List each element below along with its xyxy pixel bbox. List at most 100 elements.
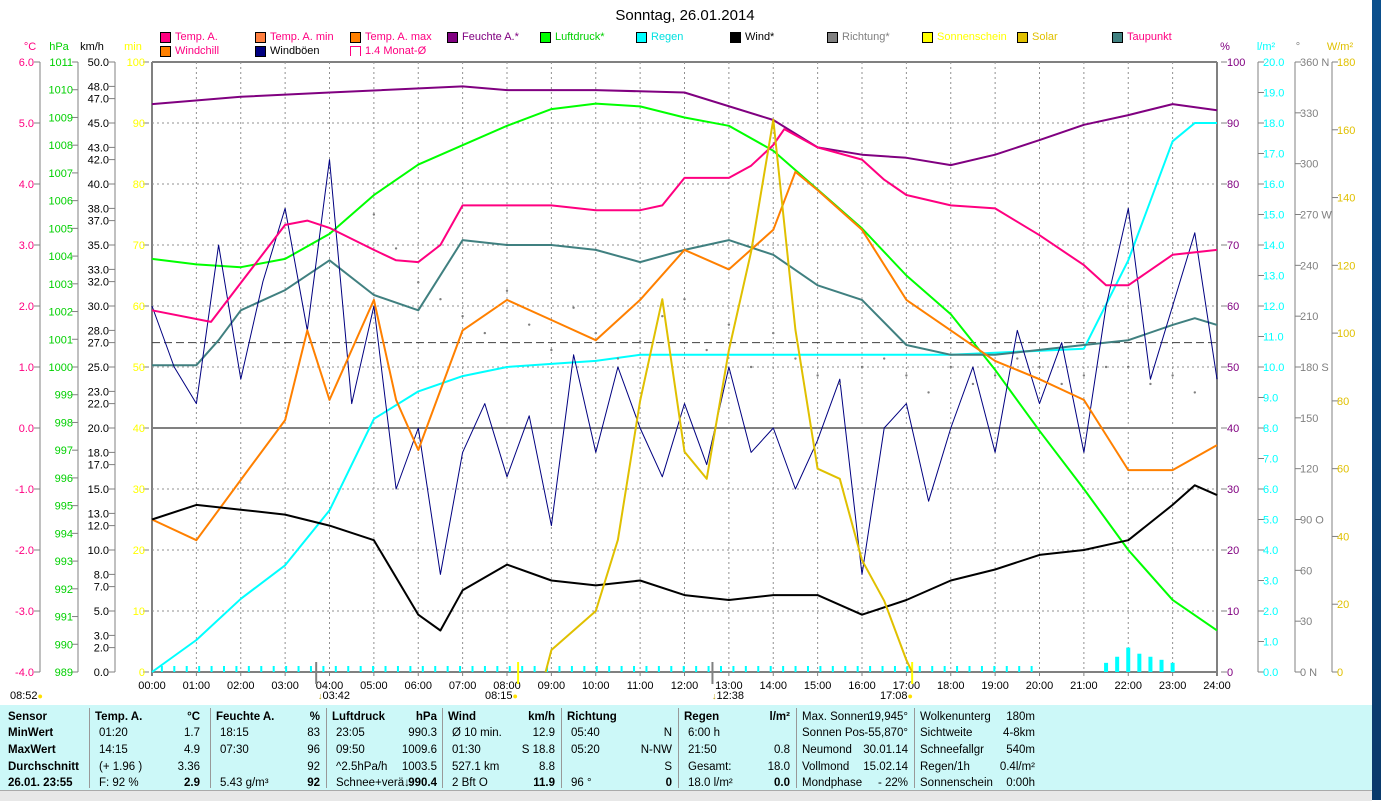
axis-label-rain: 0.0 xyxy=(1263,667,1278,679)
legend-item: Windböen xyxy=(255,45,320,57)
axis-label-direction: 360 N xyxy=(1300,57,1329,69)
rain-tick xyxy=(185,666,188,672)
axis-label-wind: 22.0 xyxy=(88,399,109,411)
x-tick-label: 09:00 xyxy=(538,680,566,692)
legend-item: Wind* xyxy=(730,31,774,43)
table-cell: F: 92 % xyxy=(99,777,139,789)
table-value: N xyxy=(663,727,672,739)
axis-label-humidity: 100 xyxy=(1227,57,1245,69)
axis-label-sunshine: 50 xyxy=(133,362,145,374)
axis-label-direction: 270 W xyxy=(1300,210,1332,222)
table-cell: Sichtweite xyxy=(920,727,973,739)
rain-tick xyxy=(1030,666,1033,672)
axis-label-wind: 3.0 xyxy=(94,630,109,642)
column-separator xyxy=(678,708,679,788)
table-header: Wind xyxy=(448,711,476,723)
axis-label-temp: -2.0 xyxy=(15,545,34,557)
axis-label-wind: 32.0 xyxy=(88,277,109,289)
x-tick-label: 03:00 xyxy=(271,680,299,692)
axis-label-wind: 30.0 xyxy=(88,301,109,313)
direction-point xyxy=(439,298,442,301)
rain-tick xyxy=(347,666,350,672)
axis-label-humidity: 90 xyxy=(1227,118,1239,130)
rain-tick xyxy=(558,666,561,672)
table-value: 18.0 xyxy=(767,761,790,773)
rain-tick xyxy=(285,666,288,672)
column-separator xyxy=(89,708,90,788)
sunrise-icon: ● xyxy=(37,691,43,701)
axis-label-solar: 100 xyxy=(1337,328,1355,340)
direction-point xyxy=(794,357,797,360)
direction-point xyxy=(705,348,708,352)
time-marker: 17:08● xyxy=(880,690,913,702)
axis-label-pressure: 1001 xyxy=(49,334,73,346)
axis-label-temp: 2.0 xyxy=(19,301,34,313)
direction-point xyxy=(372,213,376,216)
table-cell: 07:30 xyxy=(220,744,249,756)
direction-point xyxy=(927,391,930,394)
axis-label-pressure: 989 xyxy=(55,667,73,679)
axis-label-pressure: 1000 xyxy=(49,362,73,374)
table-value: 540m xyxy=(1006,744,1035,756)
axis-label-solar: 120 xyxy=(1337,260,1355,272)
x-tick-label: 12:00 xyxy=(671,680,699,692)
axis-label-wind: 37.0 xyxy=(88,216,109,228)
axis-label-sunshine: 70 xyxy=(133,240,145,252)
table-cell: 01:20 xyxy=(99,727,128,739)
axis-label-wind: 27.0 xyxy=(88,338,109,350)
legend-item: Sonnenschein xyxy=(922,31,1007,43)
direction-point xyxy=(616,357,620,360)
axis-label-solar: 80 xyxy=(1337,396,1349,408)
axis-label-solar: 160 xyxy=(1337,125,1355,137)
axis-unit-temp: °C xyxy=(24,41,36,53)
direction-point xyxy=(1149,382,1152,386)
table-cell: 2 Bft O xyxy=(452,777,488,789)
axis-label-solar: 60 xyxy=(1337,464,1349,476)
row-label: Durchschnitt xyxy=(8,761,79,773)
legend-item: Richtung* xyxy=(827,31,890,43)
axis-label-pressure: 999 xyxy=(55,390,73,402)
legend-item: Temp. A. xyxy=(160,31,218,43)
legend-label: Taupunkt xyxy=(1127,31,1172,43)
legend-swatch xyxy=(255,45,266,57)
rain-tick xyxy=(956,666,959,672)
table-cell: Vollmond xyxy=(802,761,850,773)
series-line-regen xyxy=(151,122,1217,673)
direction-point xyxy=(572,306,575,309)
rain-tick xyxy=(223,666,225,672)
direction-point xyxy=(838,382,842,386)
axis-label-rain: 5.0 xyxy=(1263,515,1278,527)
rain-tick xyxy=(918,666,921,672)
table-value: 15.02.14 xyxy=(863,761,908,773)
axis-label-pressure: 995 xyxy=(55,501,73,513)
axis-label-humidity: 30 xyxy=(1227,484,1239,496)
series-line-windböen xyxy=(151,159,1218,575)
axis-label-sunshine: 80 xyxy=(133,179,145,191)
axis-label-rain: 6.0 xyxy=(1263,484,1278,496)
axis-label-pressure: 991 xyxy=(55,612,73,624)
table-value: 92 xyxy=(307,777,320,789)
rain-tick xyxy=(384,666,387,672)
time-marker-label: 12:38 xyxy=(716,690,745,702)
table-header-unit: °C xyxy=(187,711,200,723)
sunset-icon: ● xyxy=(907,691,913,701)
legend-item: Taupunkt xyxy=(1112,31,1172,43)
rain-tick xyxy=(235,666,238,672)
rain-tick xyxy=(881,666,884,672)
table-value: 11.9 xyxy=(533,777,555,789)
rain-tick xyxy=(682,666,685,672)
axis-label-pressure: 1009 xyxy=(49,112,73,124)
axis-label-sunshine: 40 xyxy=(133,423,145,435)
table-header: Luftdruck xyxy=(332,711,386,723)
direction-point xyxy=(816,374,819,377)
x-tick-label: 08:00 xyxy=(493,680,521,692)
table-cell: 527.1 km xyxy=(452,761,500,773)
series-line-wind xyxy=(151,484,1218,632)
rain-tick xyxy=(732,666,735,672)
axis-label-direction: 30 xyxy=(1300,616,1312,628)
time-marker-label: 08:52 xyxy=(10,690,38,702)
legend-item: 1.4 Monat-Ø xyxy=(350,45,426,57)
axis-label-rain: 3.0 xyxy=(1263,576,1278,588)
rain-tick xyxy=(160,666,163,672)
axis-label-temp: 1.0 xyxy=(19,362,34,374)
